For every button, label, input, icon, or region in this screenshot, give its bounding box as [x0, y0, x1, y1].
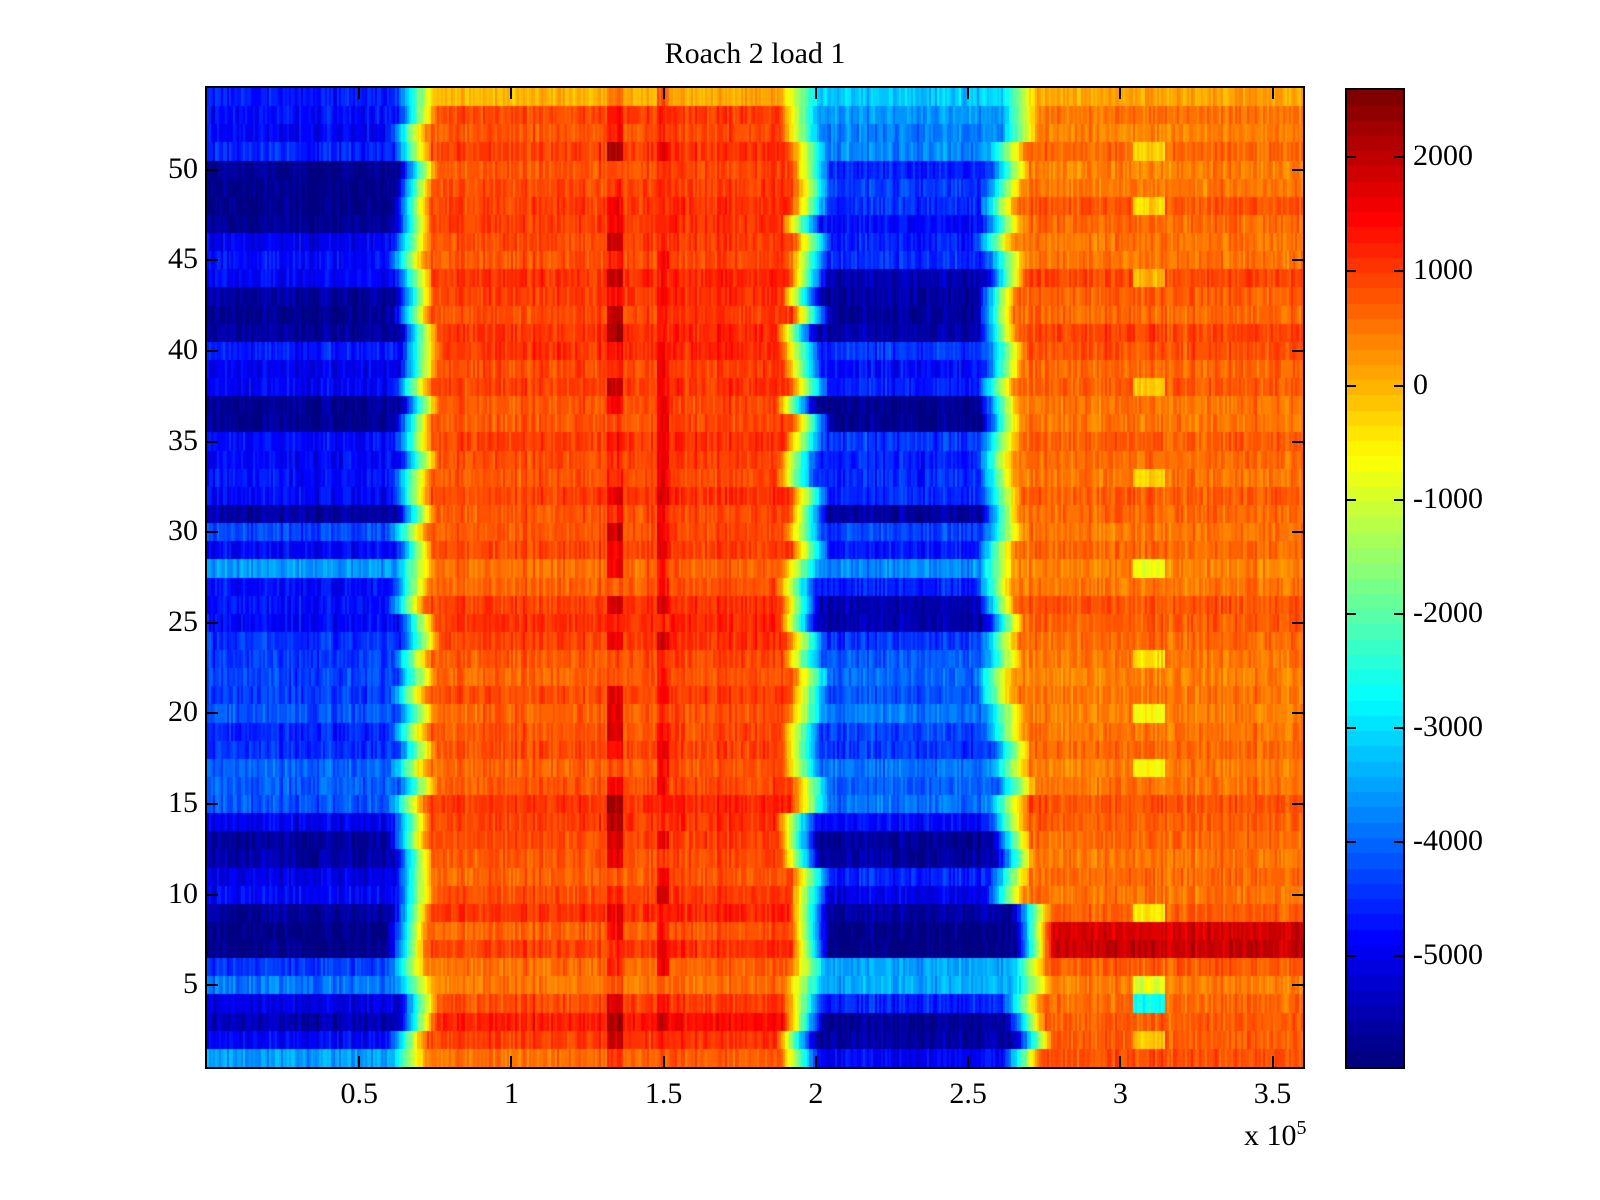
y-tick-label: 15 — [168, 786, 198, 820]
y-tick-label: 50 — [168, 151, 198, 185]
x-exponent-prefix: x 10 — [1244, 1119, 1297, 1152]
colorbar-tick-right — [1394, 955, 1403, 958]
y-tick-left — [207, 531, 218, 534]
x-tick-bottom — [967, 1056, 970, 1067]
y-tick-left — [207, 984, 218, 987]
y-tick-left — [207, 803, 218, 806]
x-tick-label: 2 — [808, 1077, 824, 1110]
y-tick-right — [1292, 893, 1303, 896]
x-tick-label: 3.5 — [1253, 1077, 1292, 1110]
y-tick-right — [1292, 440, 1303, 443]
y-tick-label: 45 — [168, 242, 198, 276]
colorbar-tick-left — [1347, 156, 1356, 159]
colorbar-tick-right — [1394, 498, 1403, 501]
y-tick-left — [207, 893, 218, 896]
colorbar-canvas — [1347, 90, 1403, 1067]
y-tick-label: 25 — [168, 604, 198, 638]
y-tick-label: 20 — [168, 695, 198, 729]
y-tick-left — [207, 621, 218, 624]
colorbar-tick-left — [1347, 841, 1356, 844]
colorbar-tick-label: -4000 — [1413, 824, 1483, 858]
x-tick-top — [510, 88, 513, 99]
x-tick-top — [1271, 88, 1274, 99]
colorbar-tick-label: -5000 — [1413, 938, 1483, 972]
y-tick-label: 30 — [168, 514, 198, 548]
colorbar-tick-left — [1347, 270, 1356, 273]
y-tick-right — [1292, 984, 1303, 987]
colorbar-tick-left — [1347, 727, 1356, 730]
y-tick-right — [1292, 349, 1303, 352]
colorbar-tick-label: -1000 — [1413, 481, 1483, 515]
x-tick-bottom — [358, 1056, 361, 1067]
colorbar-tick-right — [1394, 841, 1403, 844]
x-tick-bottom — [1119, 1056, 1122, 1067]
x-tick-top — [1119, 88, 1122, 99]
colorbar-tick-right — [1394, 727, 1403, 730]
x-tick-bottom — [510, 1056, 513, 1067]
heatmap-canvas — [207, 88, 1303, 1067]
y-tick-left — [207, 259, 218, 262]
x-tick-bottom — [814, 1056, 817, 1067]
colorbar-tick-right — [1394, 156, 1403, 159]
colorbar-tick-right — [1394, 612, 1403, 615]
colorbar-tick-left — [1347, 612, 1356, 615]
x-tick-label: 1 — [503, 1077, 519, 1110]
x-tick-label: 3 — [1112, 1077, 1128, 1110]
colorbar-tick-label: -3000 — [1413, 710, 1483, 744]
y-tick-label: 35 — [168, 423, 198, 457]
colorbar-tick-label: 0 — [1413, 367, 1428, 401]
x-tick-label: 0.5 — [340, 1077, 378, 1110]
y-tick-left — [207, 349, 218, 352]
colorbar-tick-label: -2000 — [1413, 595, 1483, 629]
colorbar-tick-label: 1000 — [1413, 253, 1473, 287]
x-tick-bottom — [1271, 1056, 1274, 1067]
y-tick-label: 5 — [183, 967, 198, 1001]
colorbar-tick-left — [1347, 384, 1356, 387]
y-tick-right — [1292, 803, 1303, 806]
y-tick-label: 10 — [168, 876, 198, 910]
y-tick-right — [1292, 621, 1303, 624]
x-exponent-sup: 5 — [1296, 1117, 1307, 1139]
y-tick-right — [1292, 531, 1303, 534]
x-tick-bottom — [662, 1056, 665, 1067]
y-tick-left — [207, 168, 218, 171]
colorbar-tick-label: 2000 — [1413, 139, 1473, 173]
y-tick-left — [207, 712, 218, 715]
x-tick-top — [814, 88, 817, 99]
plot-title: Roach 2 load 1 — [664, 37, 846, 70]
x-tick-top — [662, 88, 665, 99]
y-tick-right — [1292, 168, 1303, 171]
x-tick-top — [967, 88, 970, 99]
y-tick-right — [1292, 712, 1303, 715]
colorbar-tick-left — [1347, 955, 1356, 958]
y-tick-right — [1292, 259, 1303, 262]
colorbar-tick-right — [1394, 384, 1403, 387]
x-tick-top — [358, 88, 361, 99]
x-axis-exponent-label: x 105 — [1244, 1112, 1307, 1152]
y-tick-left — [207, 440, 218, 443]
x-tick-label: 2.5 — [949, 1077, 987, 1110]
x-tick-label: 1.5 — [644, 1077, 683, 1110]
colorbar-tick-right — [1394, 270, 1403, 273]
y-tick-label: 40 — [168, 332, 198, 366]
colorbar-tick-left — [1347, 498, 1356, 501]
